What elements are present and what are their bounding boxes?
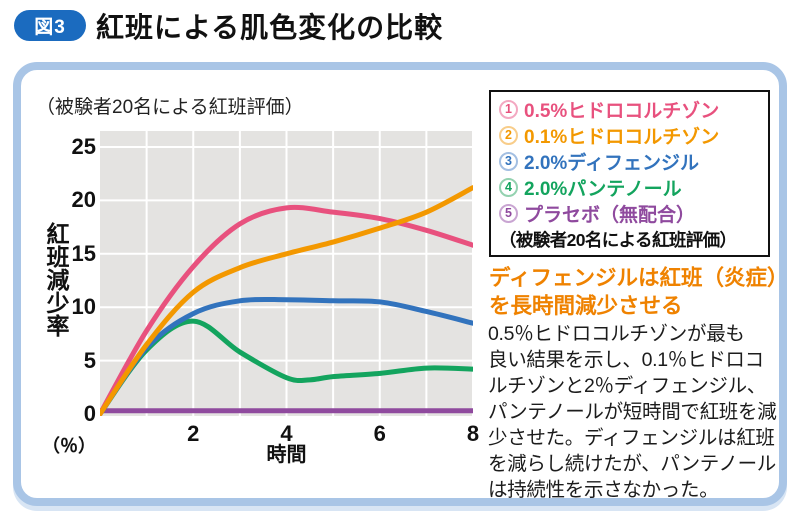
series-line-1 <box>100 204 473 416</box>
figure-number-badge: 図3 <box>14 10 86 41</box>
x-tick-4: 4 <box>280 421 293 446</box>
y-axis-label: 紅班減少率 <box>43 222 69 337</box>
legend-number-circle: 2 <box>499 125 518 145</box>
legend-items: 1 0.5%ヒドロコルチゾン 2 0.1%ヒドロコルチゾン 3 2.0%ディフェンジル 4 2… <box>499 96 760 226</box>
legend-item-2: 2 0.1%ヒドロコルチゾン <box>499 122 760 148</box>
x-tick-2: 2 <box>187 421 200 446</box>
legend-label: 2.0%パンテノール <box>524 178 682 200</box>
y-tick-0: 0 <box>83 401 96 426</box>
legend-item-3: 3 2.0%ディフェンジル <box>499 148 760 174</box>
legend-label: 0.5%ヒドロコルチゾン <box>524 100 720 122</box>
series-line-3 <box>100 296 473 416</box>
legend-number-circle: 3 <box>499 151 518 171</box>
figure-title: 紅班による肌色変化の比較 <box>96 12 444 43</box>
legend-note: （被験者20名による紅班評価） <box>499 230 737 250</box>
summary-heading: ディフェンジルは紅班（炎症） を長時間減少させる <box>489 266 789 318</box>
summary-body: 0.5％ヒドロコルチゾンが最も 良い結果を示し、0.1％ヒドロコ ルチゾンと2％… <box>488 323 777 501</box>
x-axis-label: 時間 <box>266 444 307 466</box>
x-tick-8: 8 <box>466 421 480 446</box>
y-axis-unit: （％） <box>42 436 96 456</box>
legend-number-circle: 4 <box>499 177 518 197</box>
y-tick-25: 25 <box>71 134 96 159</box>
line-chart-plot <box>100 131 473 416</box>
chart-subtitle: （被験者20名による紅班評価） <box>36 97 304 118</box>
legend-number-circle: 1 <box>499 99 518 119</box>
legend-label: プラセボ（無配合） <box>524 204 696 226</box>
legend-box: 1 0.5%ヒドロコルチゾン 2 0.1%ヒドロコルチゾン 3 2.0%ディフェンジル 4 2… <box>489 90 770 257</box>
legend-item-4: 4 2.0%パンテノール <box>499 174 760 200</box>
legend-item-5: 5 プラセボ（無配合） <box>499 200 760 226</box>
series-line-2 <box>100 185 473 416</box>
y-tick-10: 10 <box>71 294 96 320</box>
legend-label: 2.0%ディフェンジル <box>524 152 699 174</box>
y-tick-20: 20 <box>71 187 96 213</box>
legend-label: 0.1%ヒドロコルチゾン <box>524 126 720 148</box>
legend-item-1: 1 0.5%ヒドロコルチゾン <box>499 96 760 122</box>
y-tick-15: 15 <box>71 240 96 266</box>
y-tick-5: 5 <box>83 347 96 373</box>
legend-number-circle: 5 <box>499 203 518 223</box>
x-tick-6: 6 <box>373 421 386 446</box>
